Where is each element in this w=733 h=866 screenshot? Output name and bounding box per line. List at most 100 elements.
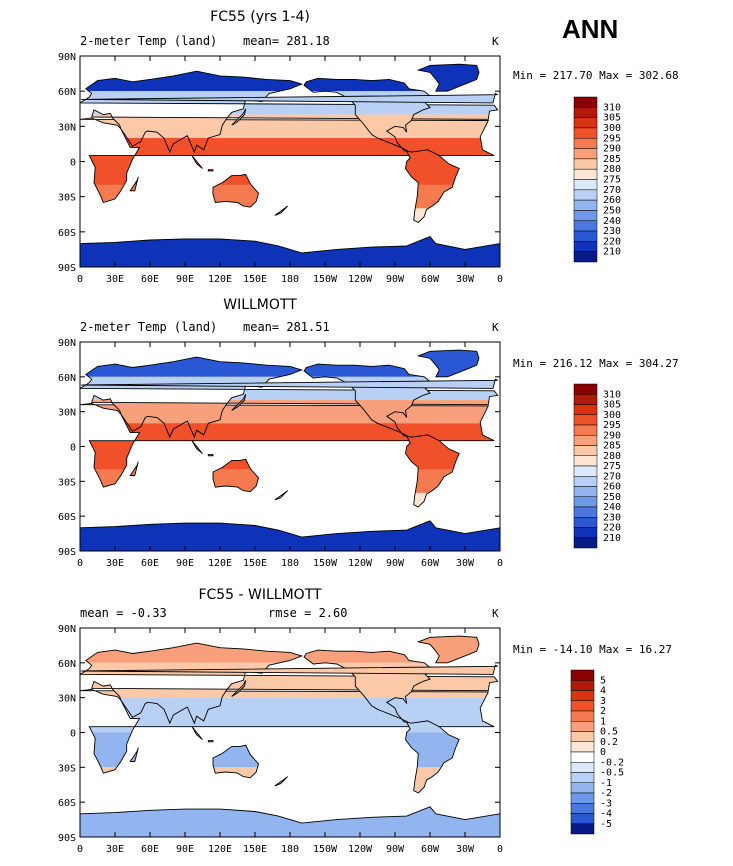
colorbar-box [573,465,598,477]
x-tick-label: 30W [456,558,475,569]
colorbar-box [570,813,595,824]
x-tick-label: 150W [313,844,338,855]
x-tick-label: 30E [106,558,124,569]
coastline [129,461,139,476]
colorbar-box [570,700,595,712]
colorbar-box [570,792,595,804]
temperature-band [208,169,213,171]
x-tick-label: 90W [386,558,405,569]
y-tick-label: 30S [58,477,76,488]
colorbar-label: 0.2 [600,737,618,748]
colorbar-box [573,517,598,528]
x-tick-label: 60W [421,844,440,855]
colorbar-box [573,496,598,508]
coastline [191,155,203,169]
colorbar-box [570,710,595,722]
coastline [81,378,498,389]
y-tick-label: 60S [58,228,76,239]
y-tick-label: 30N [58,694,76,705]
colorbar-label: 280 [603,451,621,462]
colorbar-box [573,394,598,405]
center-label: mean= 281.51 [243,320,330,334]
continent [81,665,498,675]
coastline [405,720,460,794]
colorbar-box [573,486,598,497]
x-tick-label: 120E [208,274,232,285]
x-tick-label: 0 [77,844,83,855]
y-tick-label: 90N [58,52,76,63]
colorbar-box [570,690,595,701]
y-tick-label: 60N [58,659,76,670]
colorbar-label: -0.5 [600,768,624,779]
y-tick-label: 90S [58,833,76,844]
panel-1: FC55 (yrs 1-4) 2-meter Temp (land) mean= 2… [58,9,679,285]
temperature-band [213,459,259,470]
coastline [80,235,500,267]
units-label: K [492,607,499,620]
y-tick-label: 0 [70,729,76,740]
colorbar-box [570,721,595,732]
center-label: rmse = 2.60 [268,606,347,620]
colorbar-label: 250 [603,205,621,216]
colorbar-box [573,230,598,242]
temperature-band [81,93,498,103]
coastline [274,776,289,787]
colorbar-label: 300 [603,410,621,421]
y-tick-label: 90N [58,338,76,349]
x-tick-label: 60W [421,274,440,285]
y-tick-label: 30N [58,408,76,419]
x-tick-label: 60E [141,844,159,855]
colorbar-label: 285 [603,154,621,165]
colorbar-label: 220 [603,236,621,247]
continent [208,169,213,171]
colorbar-label: 275 [603,461,621,472]
colorbar-label: 285 [603,441,621,452]
y-tick-label: 0 [70,158,76,169]
x-tick-label: 0 [497,844,503,855]
x-tick-label: 30E [106,844,124,855]
x-tick-label: 0 [497,274,503,285]
x-tick-label: 150E [243,274,267,285]
x-tick-label: 180 [281,844,299,855]
coastline [81,664,498,675]
colorbar-label: 210 [603,533,621,544]
colorbar-box [570,772,595,783]
colorbar-box [573,241,598,252]
coastline [416,635,480,664]
colorbar-box [570,669,595,681]
colorbar-box [573,138,598,149]
panel-3: FC55 - WILLMOTT mean = -0.33 rmse = 2.60 K M… [58,587,672,855]
colorbar-label: 0 [600,747,606,758]
colorbar-label: 4 [600,686,606,697]
temperature-band [274,208,288,216]
colorbar-label: -1 [600,778,612,789]
coastline [80,117,495,204]
y-tick-label: 0 [70,443,76,454]
colorbar-label: 260 [603,195,621,206]
left-label: mean = -0.33 [80,606,167,620]
colorbar-label: -4 [600,809,612,820]
coastline [81,92,498,104]
units-label: K [492,321,499,334]
colorbar-box [573,96,598,108]
coastline [129,176,139,192]
colorbar-label: 0.5 [600,727,618,738]
colorbar-label: 260 [603,482,621,493]
colorbar-label: 280 [603,164,621,175]
colorbar-box [573,199,598,211]
colorbar-box [570,823,595,835]
coastline [303,363,436,437]
colorbar-label: 210 [603,247,621,258]
left-label: 2-meter Temp (land) [80,320,217,334]
y-tick-label: 90S [58,547,76,558]
coastline [80,689,495,774]
colorbar-box [570,751,595,763]
coastline [207,740,214,743]
coastline [129,747,139,762]
x-tick-label: 30W [456,844,475,855]
coastline [416,63,480,92]
colorbar-label: -2 [600,788,612,799]
x-tick-label: 0 [77,558,83,569]
